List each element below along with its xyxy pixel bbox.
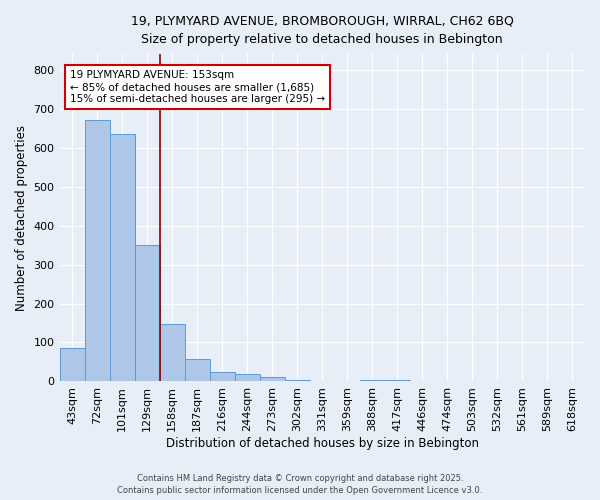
Bar [385,380,410,382]
Bar [160,324,185,382]
Bar [134,245,160,382]
Text: 19 PLYMYARD AVENUE: 153sqm
← 85% of detached houses are smaller (1,685)
15% of s: 19 PLYMYARD AVENUE: 153sqm ← 85% of deta… [70,70,325,104]
Bar [110,134,134,382]
Bar [260,377,285,382]
Bar [360,380,385,382]
Title: 19, PLYMYARD AVENUE, BROMBOROUGH, WIRRAL, CH62 6BQ
Size of property relative to : 19, PLYMYARD AVENUE, BROMBOROUGH, WIRRAL… [131,15,514,46]
Bar [209,372,235,382]
Bar [285,380,310,382]
Bar [235,374,260,382]
X-axis label: Distribution of detached houses by size in Bebington: Distribution of detached houses by size … [166,437,479,450]
Bar [185,359,209,382]
Bar [59,348,85,382]
Bar [85,120,110,382]
Text: Contains HM Land Registry data © Crown copyright and database right 2025.
Contai: Contains HM Land Registry data © Crown c… [118,474,482,495]
Y-axis label: Number of detached properties: Number of detached properties [15,125,28,311]
